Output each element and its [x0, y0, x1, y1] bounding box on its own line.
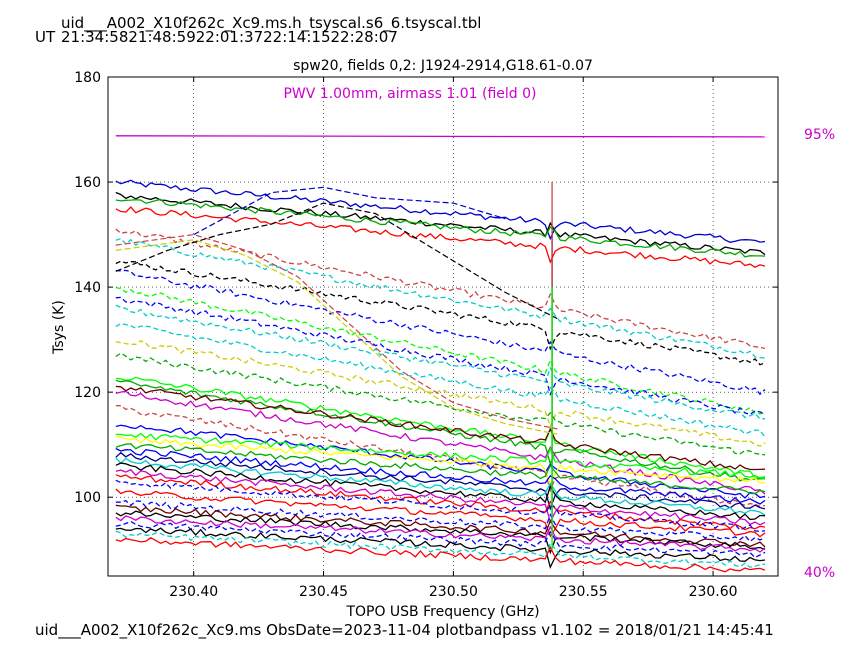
series-line: [115, 530, 766, 568]
atmospheric-transmission-line: [115, 135, 766, 138]
series-line: [115, 424, 766, 499]
series-line: [115, 390, 766, 495]
series-line: [115, 457, 766, 516]
y-axis-label: Tsys (K): [51, 300, 67, 355]
pwv-annotation: PWV 1.00mm, airmass 1.01 (field 0): [283, 86, 536, 102]
series-line: [115, 260, 766, 366]
series-line: [115, 443, 766, 495]
series-line: [115, 447, 766, 505]
ut-time: 21:48:59: [128, 28, 196, 46]
series-line: [115, 239, 558, 435]
ut-times: 21:34:5821:48:5922:01:3722:14:1522:28:07: [61, 30, 398, 45]
series-line: [115, 352, 766, 456]
series-line: [115, 527, 766, 570]
series-line: [193, 186, 506, 236]
y-tick-label: 160: [74, 175, 101, 191]
chart-title: spw20, fields 0,2: J1924-2914,G18.61-0.0…: [293, 58, 593, 74]
series-line: [115, 385, 766, 471]
ut-time: 21:34:58: [61, 28, 129, 46]
series-line: [115, 296, 766, 416]
y-tick-label: 120: [74, 385, 101, 401]
right-label-top: 95%: [804, 127, 835, 143]
x-tick-label: 230.40: [169, 584, 218, 600]
series-line: [115, 269, 766, 396]
series-line: [115, 510, 766, 555]
series-line: [115, 304, 765, 420]
series-line: [115, 488, 766, 538]
x-axis-label: TOPO USB Frequency (GHz): [345, 604, 539, 620]
ut-time: 22:14:15: [263, 28, 331, 46]
series-line: [115, 179, 766, 243]
x-tick-label: 230.60: [689, 584, 738, 600]
series-line: [115, 435, 766, 486]
series-line: [115, 339, 766, 447]
series-line: [115, 286, 766, 415]
series-line: [115, 504, 766, 548]
series-line: [115, 191, 766, 256]
series-line: [115, 198, 766, 258]
series-line: [115, 499, 766, 543]
x-tick-label: 230.55: [559, 584, 608, 600]
series-line: [115, 432, 766, 479]
footer-text: uid___A002_X10f262c_Xc9.ms ObsDate=2023-…: [35, 621, 774, 639]
y-tick-label: 180: [74, 70, 101, 86]
ut-time: 22:28:07: [330, 28, 398, 46]
series-line: [115, 462, 766, 521]
ticks: 230.40 230.45 230.50 230.55 230.60 100 120 140 1…: [74, 70, 778, 600]
series-line: [115, 322, 766, 438]
series-line: [115, 202, 558, 320]
ut-time: 22:01:37: [195, 28, 264, 46]
plot-frame: [107, 76, 779, 577]
right-label-bottom: 40%: [804, 565, 835, 581]
series-line: [115, 237, 766, 359]
series-line: [115, 520, 766, 559]
series-line: [115, 228, 766, 350]
ut-label: UT: [35, 28, 56, 46]
y-tick-label: 140: [74, 280, 101, 296]
series-line: [115, 479, 766, 532]
series-line: [115, 206, 766, 268]
series-line: [115, 474, 766, 531]
series-line: [115, 376, 766, 479]
y-tick-label: 100: [74, 490, 101, 506]
series-line: [115, 233, 558, 430]
chart-title-table: uid___A002_X10f262c_Xc9.ms.h_tsyscal.s6_…: [61, 14, 482, 32]
series-line: [115, 468, 766, 526]
series-group: [115, 135, 766, 573]
x-tick-label: 230.50: [429, 584, 478, 600]
series-line: [115, 404, 766, 508]
series-line: [115, 379, 766, 482]
x-tick-label: 230.45: [299, 584, 348, 600]
series-line: [115, 537, 766, 573]
